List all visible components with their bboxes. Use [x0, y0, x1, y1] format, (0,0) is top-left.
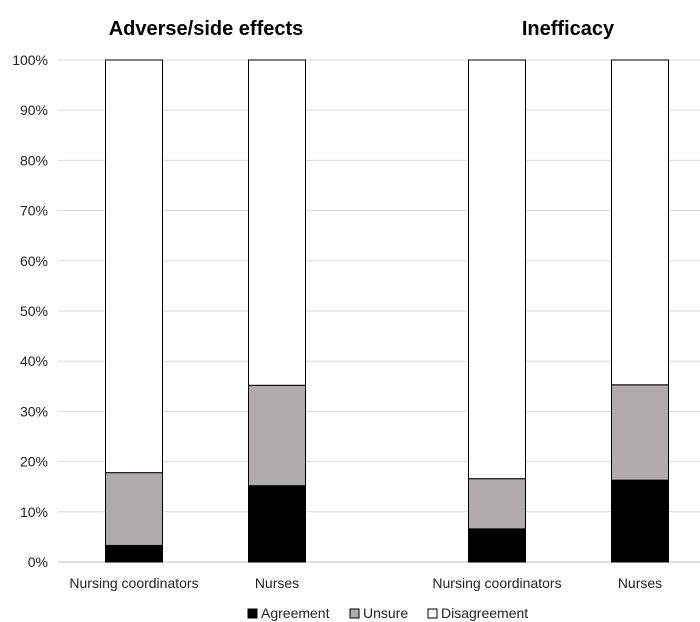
y-tick-label: 80%: [20, 152, 48, 168]
bar-segment-disagreement: [248, 59, 306, 386]
x-category-label: Nursing coordinators: [432, 575, 561, 591]
legend-swatch-disagreement: [427, 608, 438, 619]
x-axis-labels: Nursing coordinators Nurses Nursing coordi…: [69, 575, 662, 591]
bar-segment-disagreement: [468, 59, 526, 480]
legend-label-agreement: Agreement: [261, 605, 330, 621]
x-category-label: Nurses: [255, 575, 299, 591]
y-axis-ticks: 0% 10% 20% 30% 40% 50% 60% 70% 80% 90% 100%: [12, 52, 48, 570]
y-tick-label: 70%: [20, 203, 48, 219]
legend: Agreement Unsure Disagreement: [247, 605, 528, 621]
x-category-label: Nursing coordinators: [69, 575, 198, 591]
legend-swatch-agreement: [247, 608, 258, 619]
bar-segment-disagreement: [611, 59, 669, 386]
y-tick-label: 60%: [20, 253, 48, 269]
legend-swatch-unsure: [349, 608, 360, 619]
x-category-label: Nurses: [618, 575, 662, 591]
y-tick-label: 10%: [20, 504, 48, 520]
legend-label-unsure: Unsure: [363, 605, 408, 621]
bar-segment-unsure: [248, 384, 306, 487]
y-tick-label: 90%: [20, 102, 48, 118]
y-tick-label: 40%: [20, 353, 48, 369]
bar-segment-unsure: [105, 472, 163, 546]
bar-segment-unsure: [611, 384, 669, 481]
bar-segment-agreement: [105, 544, 163, 563]
gridlines: [58, 59, 700, 563]
bar-segment-unsure: [468, 478, 526, 530]
panel-title: Inefficacy: [522, 18, 615, 40]
panel-title: Adverse/side effects: [109, 18, 304, 40]
bars: [105, 59, 669, 563]
bar-segment-agreement: [468, 528, 526, 563]
y-tick-label: 0%: [28, 554, 48, 570]
y-tick-label: 50%: [20, 303, 48, 319]
y-tick-label: 30%: [20, 403, 48, 419]
bar-segment-agreement: [611, 479, 669, 563]
bar-segment-agreement: [248, 485, 306, 563]
panel-titles: Adverse/side effects Inefficacy: [109, 18, 615, 40]
legend-label-disagreement: Disagreement: [441, 605, 528, 621]
bar-segment-disagreement: [105, 59, 163, 474]
y-tick-label: 20%: [20, 454, 48, 470]
y-tick-label: 100%: [12, 52, 48, 68]
